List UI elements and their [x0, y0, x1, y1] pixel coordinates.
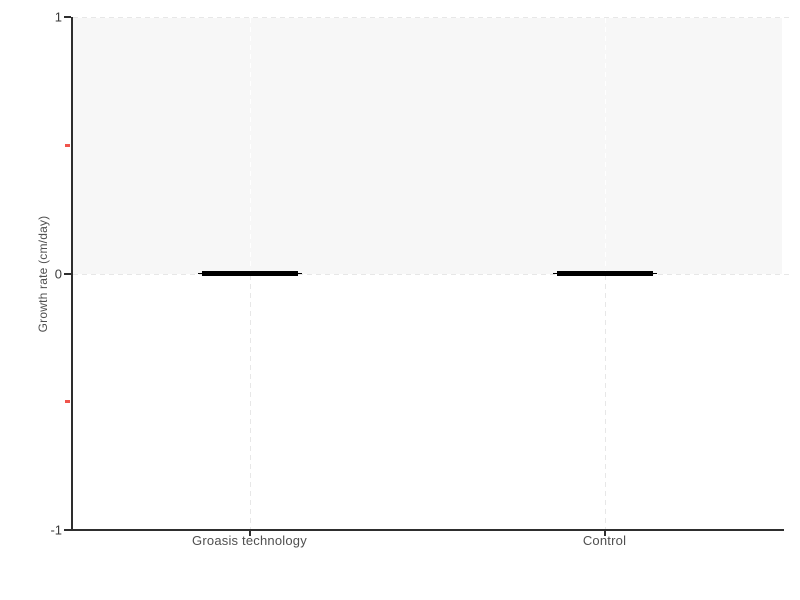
x-gridline: [604, 18, 606, 274]
y-gridline: [73, 273, 790, 275]
x-tick: [248, 531, 251, 536]
y-minor-tick: [65, 143, 70, 147]
box-median-bar: [201, 271, 298, 276]
y-gridline: [73, 17, 790, 18]
x-category-label: Groasis technology: [192, 533, 307, 548]
x-category-label: Control: [582, 533, 627, 548]
y-tick: [64, 272, 71, 275]
positive-band: [73, 18, 782, 274]
x-gridline: [604, 274, 606, 530]
y-tick-label: -1: [50, 522, 62, 538]
y-minor-tick: [65, 400, 70, 404]
y-tick-label: 1: [54, 9, 62, 25]
y-tick-label: 0: [54, 266, 62, 281]
y-tick: [64, 16, 71, 18]
box-median-bar: [556, 271, 653, 276]
y-axis-line: [71, 17, 73, 531]
x-axis-line: [71, 529, 784, 531]
y-tick: [64, 529, 71, 531]
x-gridline: [249, 274, 251, 530]
x-tick: [603, 531, 606, 536]
x-gridline: [249, 18, 251, 274]
